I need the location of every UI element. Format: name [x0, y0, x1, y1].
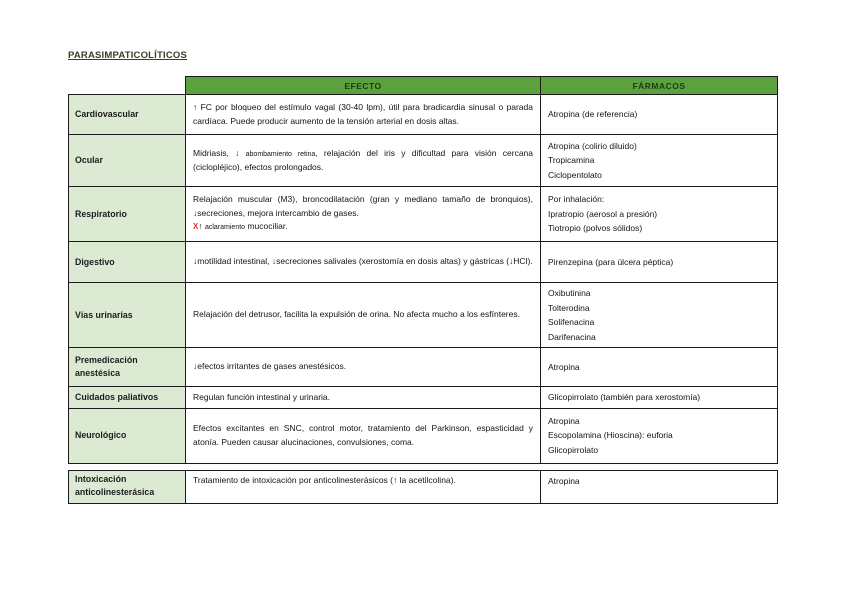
- intoxication-table: Intoxicación anticolinesterásica Tratamie…: [68, 470, 778, 504]
- drugs-cell: Atropina: [540, 470, 778, 504]
- drug-name: Oxibutinina: [548, 288, 591, 298]
- table-header-row: EFECTO FÁRMACOS: [69, 76, 778, 95]
- effect-text-segment: Midriasis, ↓: [193, 147, 246, 158]
- drugs-cell: Oxibutinina Tolterodina Solifenacina Darife…: [540, 282, 778, 348]
- system-label-cell: Intoxicación anticolinesterásica: [68, 470, 186, 504]
- drug-name: Ciclopentolato: [548, 169, 602, 180]
- effect-text-segment: aclaramiento: [204, 224, 246, 232]
- drug-name: Atropina (colirio diluido): [548, 140, 637, 151]
- drug-name: Escopolamina (Hioscina): euforia: [548, 430, 673, 441]
- effect-cell: Efectos excitantes en SNC, control motor…: [185, 407, 541, 464]
- drugs-cell: Atropina: [540, 347, 778, 387]
- effect-text-segment: ↑: [198, 221, 205, 232]
- effect-text-segment: mucociliar.: [245, 221, 288, 232]
- effect-text-segment: X: [193, 222, 199, 232]
- drug-name: Pirenzepina (para úlcera péptica): [548, 256, 674, 267]
- effect-cell: Relajación muscular (M3), broncodilataci…: [185, 186, 541, 242]
- effect-text-segment: Tratamiento de intoxicación por anticoli…: [193, 475, 456, 485]
- drug-name: Atropina: [548, 415, 580, 426]
- drugs-cell: Atropina (de referencia): [540, 94, 778, 135]
- drugs-cell: Glicopirrolato (también para xerostomía): [540, 386, 778, 409]
- table-row: Cuidados paliativos Regulan función intes…: [68, 386, 778, 409]
- effect-cell: Tratamiento de intoxicación por anticoli…: [185, 470, 541, 504]
- empty-header-cell: [69, 77, 186, 95]
- system-label-cell: Neurológico: [68, 407, 186, 464]
- table-row: Vías urinarias Relajación del detrusor, f…: [68, 282, 778, 348]
- effects-table: EFECTO FÁRMACOS Cardiovascular ↑ FC por b…: [68, 76, 778, 464]
- drug-name: Tropicamina: [548, 155, 595, 166]
- effect-cell: ↓efectos irritantes de gases anestésicos…: [185, 347, 541, 387]
- effect-text-segment: Regulan función intestinal y urinaria.: [193, 391, 331, 402]
- effect-cell: Regulan función intestinal y urinaria.: [185, 386, 541, 409]
- table-row: Intoxicación anticolinesterásica Tratamie…: [68, 470, 778, 504]
- system-label-cell: Ocular: [68, 134, 186, 187]
- effect-text-segment: abombamiento retina: [245, 150, 316, 158]
- drugs-cell: Atropina Escopolamina (Hioscina): euforia…: [540, 407, 778, 464]
- effect-text-segment: , relajación del iris y dificultad para …: [193, 147, 533, 173]
- system-label-cell: Cardiovascular: [68, 94, 186, 135]
- effect-text-segment: Relajación del detrusor, facilita la exp…: [193, 309, 520, 320]
- table-row: Neurológico Efectos excitantes en SNC, co…: [68, 407, 778, 464]
- system-label-cell: Cuidados paliativos: [68, 386, 186, 409]
- column-header-efecto: EFECTO: [185, 76, 541, 95]
- system-label-cell: Vías urinarias: [68, 282, 186, 348]
- table-row: Respiratorio Relajación muscular (M3), br…: [68, 186, 778, 242]
- effect-text-segment: Relajación muscular (M3), broncodilataci…: [193, 194, 533, 218]
- page-title: PARASIMPATICOLÍTICOS: [68, 50, 188, 61]
- effect-text-segment: ↓efectos irritantes de gases anestésicos…: [193, 361, 347, 372]
- drug-name: Glicopirrolato: [548, 444, 599, 455]
- drug-name: Atropina: [548, 361, 580, 372]
- drugs-cell: Atropina (colirio diluido) Tropicamina Cic…: [540, 134, 778, 187]
- effect-cell: Midriasis, ↓ abombamiento retina, relaja…: [185, 134, 541, 187]
- drug-name: Glicopirrolato (también para xerostomía): [548, 392, 701, 402]
- drug-name: Atropina: [548, 476, 580, 486]
- table-row: Ocular Midriasis, ↓ abombamiento retina, …: [68, 134, 778, 187]
- table-row: Digestivo ↓motilidad intestinal, ↓secreci…: [68, 241, 778, 283]
- table-row: Cardiovascular ↑ FC por bloqueo del estím…: [68, 94, 778, 135]
- drugs-cell: Pirenzepina (para úlcera péptica): [540, 241, 778, 283]
- system-label-cell: Digestivo: [68, 241, 186, 283]
- effect-text-segment: ↑ FC por bloqueo del estímulo vagal (30-…: [193, 102, 533, 126]
- drug-name: Atropina (de referencia): [548, 109, 638, 120]
- effect-text-segment: ↓motilidad intestinal, ↓secreciones sali…: [193, 256, 533, 267]
- table-row: Premedicación anestésica ↓efectos irritan…: [68, 347, 778, 387]
- effect-cell: Relajación del detrusor, facilita la exp…: [185, 282, 541, 348]
- drug-name: Darifenacina: [548, 331, 596, 342]
- drug-name: Tolterodina: [548, 302, 590, 313]
- effect-cell: ↑ FC por bloqueo del estímulo vagal (30-…: [185, 94, 541, 135]
- system-label-cell: Premedicación anestésica: [68, 347, 186, 387]
- drug-name: Solifenacina: [548, 317, 595, 327]
- drug-name: Ipratropio (aerosol a presión): [548, 208, 658, 219]
- drug-name: Por inhalación:: [548, 194, 605, 205]
- column-header-farmacos: FÁRMACOS: [540, 76, 778, 95]
- effect-text-segment: Efectos excitantes en SNC, control motor…: [193, 423, 533, 447]
- system-label-cell: Respiratorio: [68, 186, 186, 242]
- effect-cell: ↓motilidad intestinal, ↓secreciones sali…: [185, 241, 541, 283]
- drugs-cell: Por inhalación: Ipratropio (aerosol a pre…: [540, 186, 778, 242]
- drug-name: Tiotropio (polvos sólidos): [548, 223, 643, 234]
